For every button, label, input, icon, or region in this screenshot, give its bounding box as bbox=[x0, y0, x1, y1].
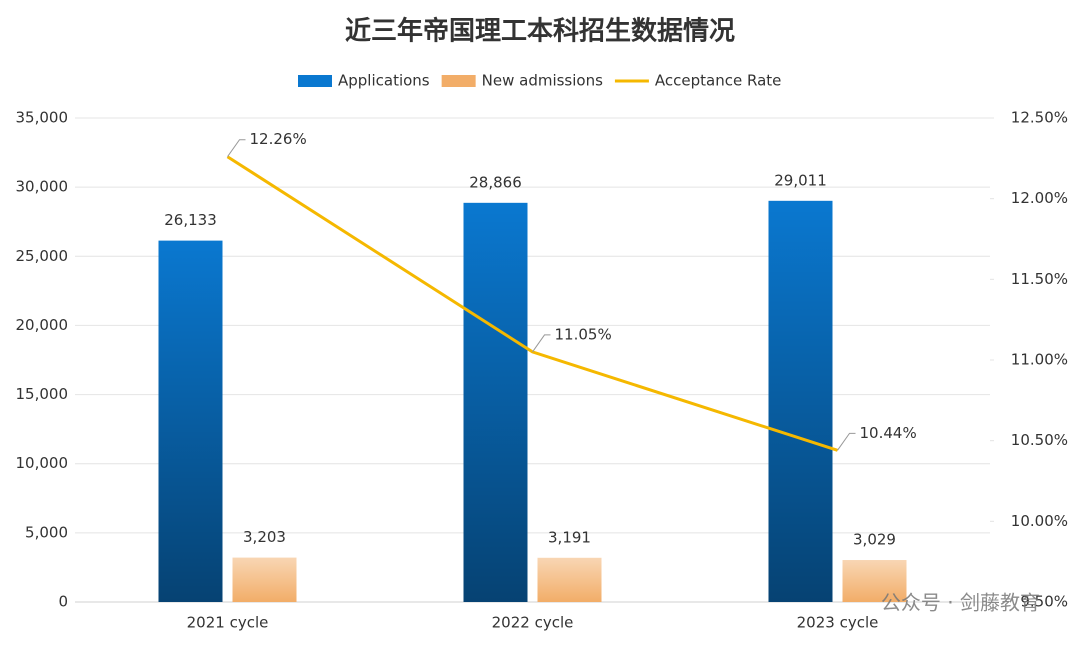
y2-tick-label: 11.00% bbox=[1011, 351, 1068, 369]
legend-swatch bbox=[441, 75, 476, 87]
y-tick-label: 30,000 bbox=[16, 178, 69, 196]
y2-tick-label: 11.50% bbox=[1011, 270, 1068, 288]
legend-label: Applications bbox=[338, 72, 430, 90]
legend-swatch bbox=[298, 75, 332, 87]
data-label: 11.05% bbox=[555, 325, 612, 343]
y-tick-label: 10,000 bbox=[16, 454, 69, 472]
data-label: 28,866 bbox=[469, 173, 522, 191]
legend-label: New admissions bbox=[482, 72, 603, 90]
data-label: 10.44% bbox=[860, 424, 917, 442]
legend-label: Acceptance Rate bbox=[655, 72, 781, 90]
leader-line bbox=[532, 334, 551, 353]
bar-shade bbox=[768, 200, 833, 602]
data-label: 3,203 bbox=[243, 528, 286, 546]
watermark: 公众号 · 剑藤教育 bbox=[881, 591, 1040, 615]
data-label: 3,029 bbox=[853, 531, 896, 549]
bar-shade bbox=[537, 557, 602, 602]
bar-shade bbox=[842, 560, 907, 602]
x-tick-label: 2021 cycle bbox=[187, 614, 269, 632]
chart-title: 近三年帝国理工本科招生数据情况 bbox=[345, 16, 735, 47]
y-tick-label: 20,000 bbox=[16, 316, 69, 334]
bar-shade bbox=[158, 240, 223, 603]
data-label: 3,191 bbox=[548, 528, 591, 546]
y2-tick-label: 10.50% bbox=[1011, 431, 1068, 449]
y2-tick-label: 12.00% bbox=[1011, 189, 1068, 207]
x-tick-label: 2023 cycle bbox=[797, 614, 879, 632]
data-label: 29,011 bbox=[774, 171, 827, 189]
bar-shade bbox=[463, 202, 528, 602]
y-tick-label: 15,000 bbox=[16, 385, 69, 403]
x-tick-label: 2022 cycle bbox=[492, 614, 574, 632]
leader-line bbox=[227, 139, 246, 158]
y2-tick-label: 9.50% bbox=[1020, 593, 1068, 611]
data-label: 12.26% bbox=[250, 130, 307, 148]
data-label: 26,133 bbox=[164, 211, 217, 229]
bar-shade bbox=[232, 557, 297, 602]
leader-line bbox=[837, 432, 856, 451]
legend: Applications New admissions Acceptance Rat… bbox=[298, 72, 781, 90]
y-tick-label: 0 bbox=[58, 593, 68, 611]
y2-tick-label: 10.00% bbox=[1011, 512, 1068, 530]
y-tick-label: 5,000 bbox=[25, 523, 68, 541]
y-tick-label: 25,000 bbox=[16, 247, 69, 265]
y-tick-label: 35,000 bbox=[16, 109, 69, 127]
y2-tick-label: 12.50% bbox=[1011, 109, 1068, 127]
